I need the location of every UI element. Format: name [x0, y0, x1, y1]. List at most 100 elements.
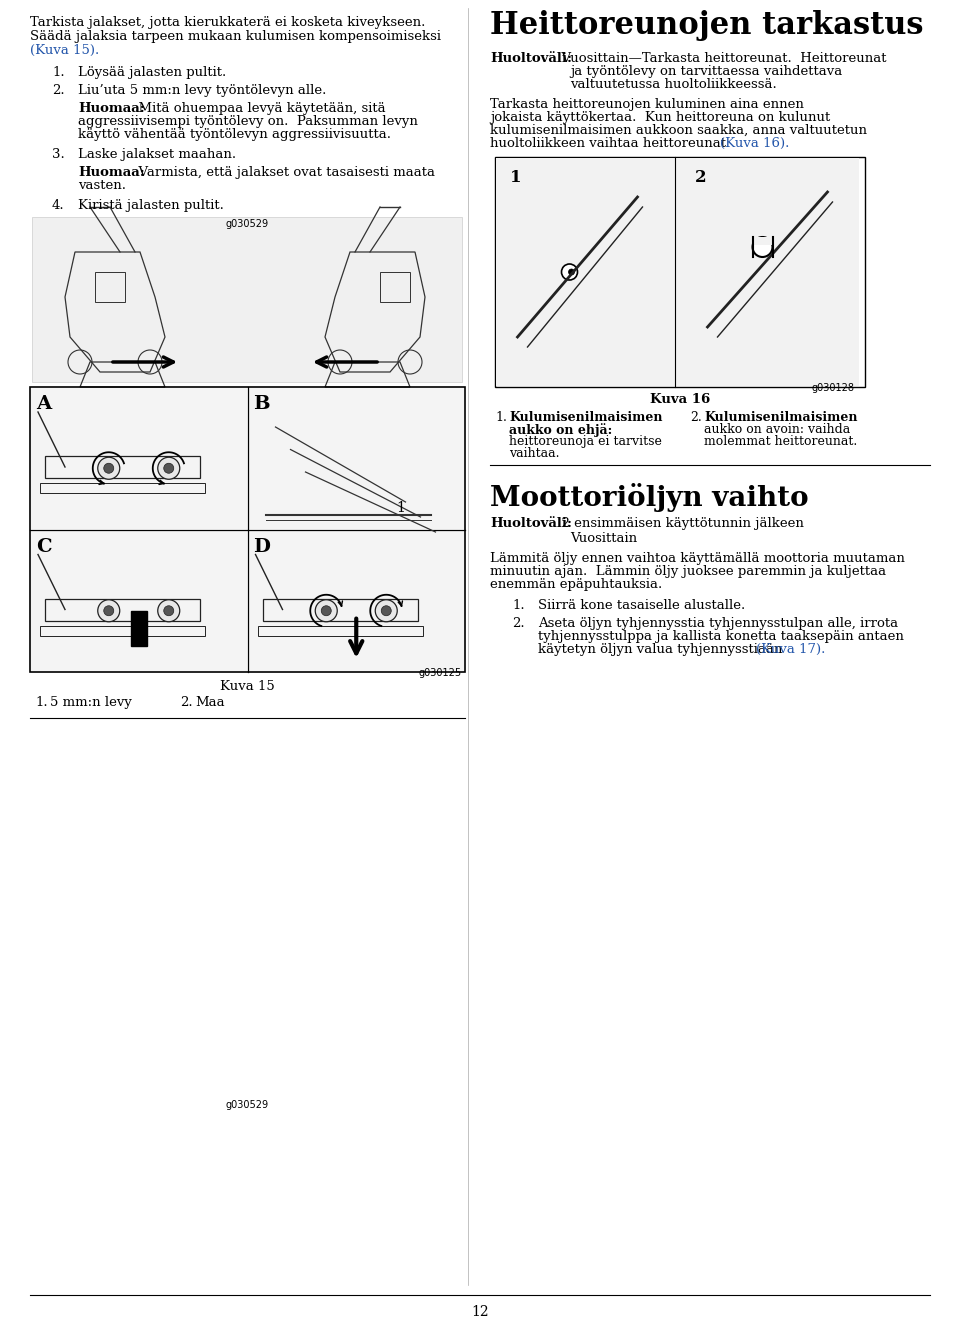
Circle shape [753, 238, 773, 257]
Bar [40, 483, 205, 494]
Circle shape [157, 599, 180, 622]
Text: 1.: 1. [52, 66, 64, 79]
Text: Lämmitä öljy ennen vaihtoa käyttämällä moottoria muutaman: Lämmitä öljy ennen vaihtoa käyttämällä m… [490, 552, 905, 565]
Text: D: D [253, 537, 271, 556]
Bar [131, 611, 147, 645]
Text: g030529: g030529 [225, 1100, 268, 1110]
Text: Heittoreunojen tarkastus: Heittoreunojen tarkastus [490, 11, 924, 41]
Bar [495, 157, 865, 387]
Text: Mitä ohuempaa levyä käytetään, sitä: Mitä ohuempaa levyä käytetään, sitä [130, 102, 386, 115]
Text: enemmän epäpuhtauksia.: enemmän epäpuhtauksia. [490, 578, 662, 591]
Bar [30, 387, 465, 672]
Text: 2 ensimmäisen käyttötunnin jälkeen: 2 ensimmäisen käyttötunnin jälkeen [553, 517, 804, 531]
Bar [676, 158, 859, 385]
Bar [95, 272, 125, 302]
Text: Huomaa:: Huomaa: [78, 166, 145, 180]
Text: Löysää jalasten pultit.: Löysää jalasten pultit. [78, 66, 227, 79]
Text: 5 mm:n levy: 5 mm:n levy [50, 696, 132, 709]
Text: A: A [36, 395, 51, 413]
Circle shape [375, 599, 397, 622]
Text: (Kuva 15).: (Kuva 15). [30, 44, 99, 57]
Text: Säädä jalaksia tarpeen mukaan kulumisen kompensoimiseksi: Säädä jalaksia tarpeen mukaan kulumisen … [30, 30, 441, 44]
Text: Huoltoväli:: Huoltoväli: [490, 517, 572, 531]
Circle shape [562, 264, 578, 280]
Text: Huoltoväli:: Huoltoväli: [490, 51, 572, 65]
Circle shape [164, 606, 174, 615]
Text: 1: 1 [510, 169, 521, 186]
Text: Kiristä jalasten pultit.: Kiristä jalasten pultit. [78, 199, 224, 213]
Text: 2.: 2. [690, 411, 702, 424]
Bar [249, 531, 464, 671]
Text: Vuosittain—Tarkasta heittoreunat.  Heittoreunat: Vuosittain—Tarkasta heittoreunat. Heitto… [553, 51, 886, 65]
Text: 1.: 1. [495, 411, 507, 424]
Text: 2.: 2. [180, 696, 193, 709]
Bar [31, 531, 247, 671]
Circle shape [164, 463, 174, 474]
Text: Kulumisenilmaisimen: Kulumisenilmaisimen [704, 411, 857, 424]
Bar [45, 457, 200, 478]
Text: aukko on avoin: vaihda: aukko on avoin: vaihda [704, 422, 851, 436]
Text: 12: 12 [471, 1305, 489, 1319]
Circle shape [104, 606, 113, 615]
Bar [496, 158, 680, 385]
Text: minuutin ajan.  Lämmin öljy juoksee paremmin ja kuljettaa: minuutin ajan. Lämmin öljy juoksee parem… [490, 565, 886, 578]
Text: käyttö vähentää työntölevyn aggressiivisuutta.: käyttö vähentää työntölevyn aggressiivis… [78, 128, 391, 141]
Circle shape [104, 463, 113, 474]
Text: 2.: 2. [52, 84, 64, 96]
Text: Siirrä kone tasaiselle alustalle.: Siirrä kone tasaiselle alustalle. [538, 599, 745, 612]
Text: Kuva 16: Kuva 16 [650, 393, 710, 407]
Text: valtuutetussa huoltoliikkeessä.: valtuutetussa huoltoliikkeessä. [570, 78, 777, 91]
Circle shape [381, 606, 392, 615]
Text: 2: 2 [695, 169, 707, 186]
Text: tyhjennysstulppa ja kallista konetta taaksepäin antaen: tyhjennysstulppa ja kallista konetta taa… [538, 630, 904, 643]
Bar [257, 626, 422, 636]
Text: C: C [36, 537, 52, 556]
Bar [31, 388, 247, 528]
Text: Liu’uta 5 mm:n levy työntölevyn alle.: Liu’uta 5 mm:n levy työntölevyn alle. [78, 84, 326, 96]
Text: vaihtaa.: vaihtaa. [509, 447, 560, 459]
Polygon shape [753, 238, 773, 246]
Text: Aseta öljyn tyhjennysstia tyhjennysstulpan alle, irrota: Aseta öljyn tyhjennysstia tyhjennysstulp… [538, 616, 899, 630]
Bar [32, 216, 462, 381]
Circle shape [568, 269, 574, 275]
Text: Laske jalakset maahan.: Laske jalakset maahan. [78, 148, 236, 161]
Text: 3.: 3. [52, 148, 64, 161]
Text: Tarkasta heittoreunojen kuluminen aina ennen: Tarkasta heittoreunojen kuluminen aina e… [490, 98, 804, 111]
Text: 1.: 1. [35, 696, 48, 709]
Text: g030529: g030529 [225, 219, 268, 228]
Text: g030128: g030128 [812, 383, 855, 393]
Text: B: B [253, 395, 270, 413]
Text: heittoreunoja ei tarvitse: heittoreunoja ei tarvitse [509, 436, 661, 447]
Bar [45, 599, 200, 620]
Circle shape [157, 457, 180, 479]
Text: Tarkista jalakset, jotta kierukkaterä ei kosketa kiveykseen.: Tarkista jalakset, jotta kierukkaterä ei… [30, 16, 425, 29]
Circle shape [98, 457, 120, 479]
Text: molemmat heittoreunat.: molemmat heittoreunat. [704, 436, 857, 447]
Text: Maa: Maa [195, 696, 225, 709]
Text: 2.: 2. [512, 616, 524, 630]
Text: vasten.: vasten. [78, 180, 126, 191]
Text: huoltoliikkeen vaihtaa heittoreunat: huoltoliikkeen vaihtaa heittoreunat [490, 137, 731, 150]
Text: käytetyn öljyn valua tyhjennysstiaän: käytetyn öljyn valua tyhjennysstiaän [538, 643, 786, 656]
Text: 1.: 1. [512, 599, 524, 612]
Text: jokaista käyttökertaa.  Kun heittoreuna on kulunut: jokaista käyttökertaa. Kun heittoreuna o… [490, 111, 830, 124]
Circle shape [315, 599, 337, 622]
Bar [40, 626, 205, 636]
Text: Huomaa:: Huomaa: [78, 102, 145, 115]
Text: 1: 1 [396, 502, 405, 516]
Text: kulumisenilmaisimen aukkoon saakka, anna valtuutetun: kulumisenilmaisimen aukkoon saakka, anna… [490, 124, 867, 137]
Bar [380, 272, 410, 302]
Text: ja työntölevy on tarvittaessa vaihdettava: ja työntölevy on tarvittaessa vaihdettav… [570, 65, 842, 78]
Text: Vuosittain: Vuosittain [570, 532, 637, 545]
Text: aggressiivisempi työntölevy on.  Paksumman levyn: aggressiivisempi työntölevy on. Paksumma… [78, 115, 418, 128]
Text: (Kuva 16).: (Kuva 16). [720, 137, 789, 150]
Text: aukko on ehjä:: aukko on ehjä: [509, 422, 612, 437]
Circle shape [322, 606, 331, 615]
Bar [262, 599, 418, 620]
Text: Kulumisenilmaisimen: Kulumisenilmaisimen [509, 411, 662, 424]
Circle shape [98, 599, 120, 622]
Text: 4.: 4. [52, 199, 64, 213]
Bar [249, 388, 464, 528]
Text: Varmista, että jalakset ovat tasaisesti maata: Varmista, että jalakset ovat tasaisesti … [130, 166, 435, 180]
Text: g030125: g030125 [419, 668, 462, 678]
